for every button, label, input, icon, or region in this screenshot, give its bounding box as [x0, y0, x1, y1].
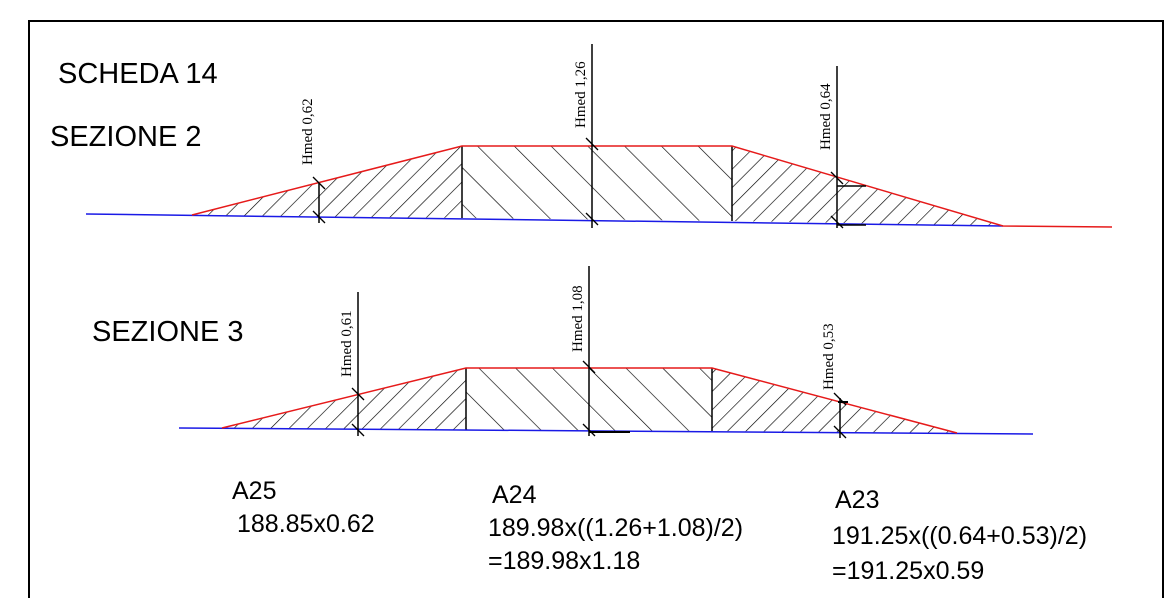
calc-a24-line-1: 189.98x((1.26+1.08)/2)	[488, 514, 744, 542]
section-3-profile: Hmed 0,61 Hmed 1,08 Hmed 0,53	[178, 266, 1034, 439]
section-2-profile: Hmed 0,62 Hmed 1,26 Hmed 0,64	[85, 44, 1113, 229]
section-3-height-label-2: Hmed 1,08	[570, 285, 586, 352]
section-3-title: SEZIONE 3	[92, 316, 244, 348]
calc-a25-line-1: 188.85x0.62	[237, 510, 375, 538]
section-3-height-label-1: Hmed 0,61	[339, 310, 355, 377]
section-3-height-marker-1: Hmed 0,61	[339, 292, 365, 437]
drawing-frame	[28, 20, 1164, 598]
section-3-height-marker-3: Hmed 0,53	[821, 323, 848, 439]
calc-a23-line-2: =191.25x0.59	[832, 557, 985, 585]
sheet-title: SCHEDA 14	[58, 58, 218, 90]
section-3-height-label-3: Hmed 0,53	[821, 323, 837, 390]
section-2-title: SEZIONE 2	[50, 121, 202, 153]
section-2-height-label-3: Hmed 0,64	[818, 83, 834, 150]
section-2-height-marker-2: Hmed 1,26	[573, 44, 599, 228]
section-2-ground-line	[85, 213, 1004, 227]
calc-a24-id: A24	[492, 481, 537, 509]
calc-a23-id: A23	[835, 486, 880, 514]
calc-a25-id: A25	[232, 477, 277, 505]
section-2-height-marker-3: Hmed 0,64	[818, 66, 866, 229]
calc-a23-line-1: 191.25x((0.64+0.53)/2)	[832, 522, 1088, 550]
section-2-height-label-2: Hmed 1,26	[573, 61, 589, 128]
section-2-height-marker-1: Hmed 0,62	[300, 98, 326, 224]
section-2-crest-fill	[462, 146, 732, 221]
section-2-height-label-1: Hmed 0,62	[300, 98, 316, 165]
section-2-embankment-line	[191, 145, 1113, 228]
section-3-height-marker-2: Hmed 1,08	[570, 266, 630, 437]
calc-a24-line-2: =189.98x1.18	[488, 547, 641, 575]
